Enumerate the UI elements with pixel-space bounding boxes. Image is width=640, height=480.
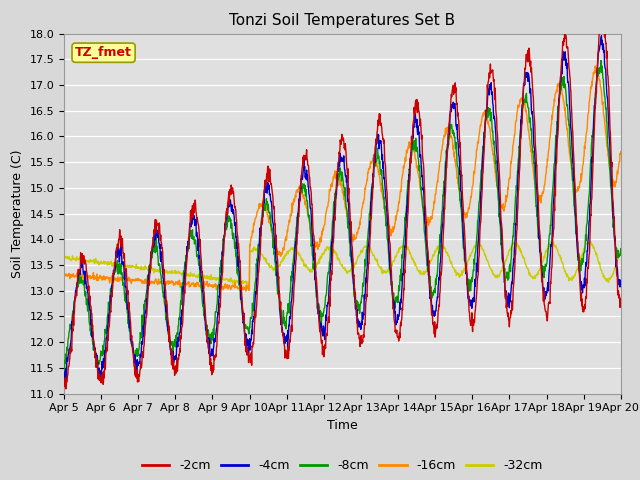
-4cm	[246, 339, 254, 345]
-8cm	[429, 291, 437, 297]
Line: -32cm: -32cm	[64, 241, 621, 285]
-4cm	[171, 354, 179, 360]
-8cm	[60, 364, 68, 370]
-16cm	[617, 149, 625, 155]
-2cm	[551, 185, 559, 191]
-16cm	[60, 273, 68, 278]
Line: -4cm: -4cm	[64, 36, 621, 382]
-16cm	[184, 279, 191, 285]
-8cm	[597, 58, 605, 63]
-8cm	[246, 314, 254, 320]
-2cm	[502, 289, 509, 295]
-8cm	[502, 276, 509, 281]
-2cm	[429, 320, 437, 326]
-16cm	[246, 238, 254, 244]
Legend: -2cm, -4cm, -8cm, -16cm, -32cm: -2cm, -4cm, -8cm, -16cm, -32cm	[137, 455, 548, 477]
X-axis label: Time: Time	[327, 419, 358, 432]
-32cm	[184, 272, 191, 278]
-32cm	[429, 252, 437, 257]
-4cm	[617, 278, 625, 284]
-16cm	[242, 288, 250, 294]
-8cm	[617, 246, 625, 252]
Title: Tonzi Soil Temperatures Set B: Tonzi Soil Temperatures Set B	[229, 13, 456, 28]
-4cm	[184, 238, 192, 244]
-4cm	[63, 379, 70, 384]
-2cm	[62, 386, 70, 392]
-32cm	[246, 248, 254, 254]
-4cm	[502, 288, 509, 294]
-2cm	[246, 360, 254, 366]
-4cm	[598, 33, 605, 38]
-16cm	[429, 207, 437, 213]
Line: -8cm: -8cm	[64, 60, 621, 372]
Text: TZ_fmet: TZ_fmet	[75, 46, 132, 59]
Line: -2cm: -2cm	[64, 15, 621, 389]
-32cm	[243, 282, 250, 288]
-2cm	[599, 12, 607, 18]
Line: -16cm: -16cm	[64, 66, 621, 291]
-16cm	[551, 92, 559, 97]
-32cm	[60, 254, 68, 260]
-2cm	[60, 378, 68, 384]
-32cm	[170, 268, 178, 274]
-32cm	[551, 243, 559, 249]
-16cm	[170, 280, 178, 286]
-8cm	[184, 239, 192, 245]
-32cm	[502, 257, 509, 263]
-8cm	[171, 336, 179, 342]
-2cm	[617, 296, 625, 301]
-2cm	[171, 372, 179, 378]
-4cm	[551, 167, 559, 172]
-4cm	[60, 374, 68, 380]
-16cm	[502, 192, 509, 198]
Y-axis label: Soil Temperature (C): Soil Temperature (C)	[11, 149, 24, 278]
-8cm	[61, 369, 68, 374]
-8cm	[551, 150, 559, 156]
-32cm	[617, 248, 625, 254]
-16cm	[591, 63, 599, 69]
-2cm	[184, 243, 192, 249]
-4cm	[429, 312, 437, 318]
-32cm	[587, 239, 595, 244]
